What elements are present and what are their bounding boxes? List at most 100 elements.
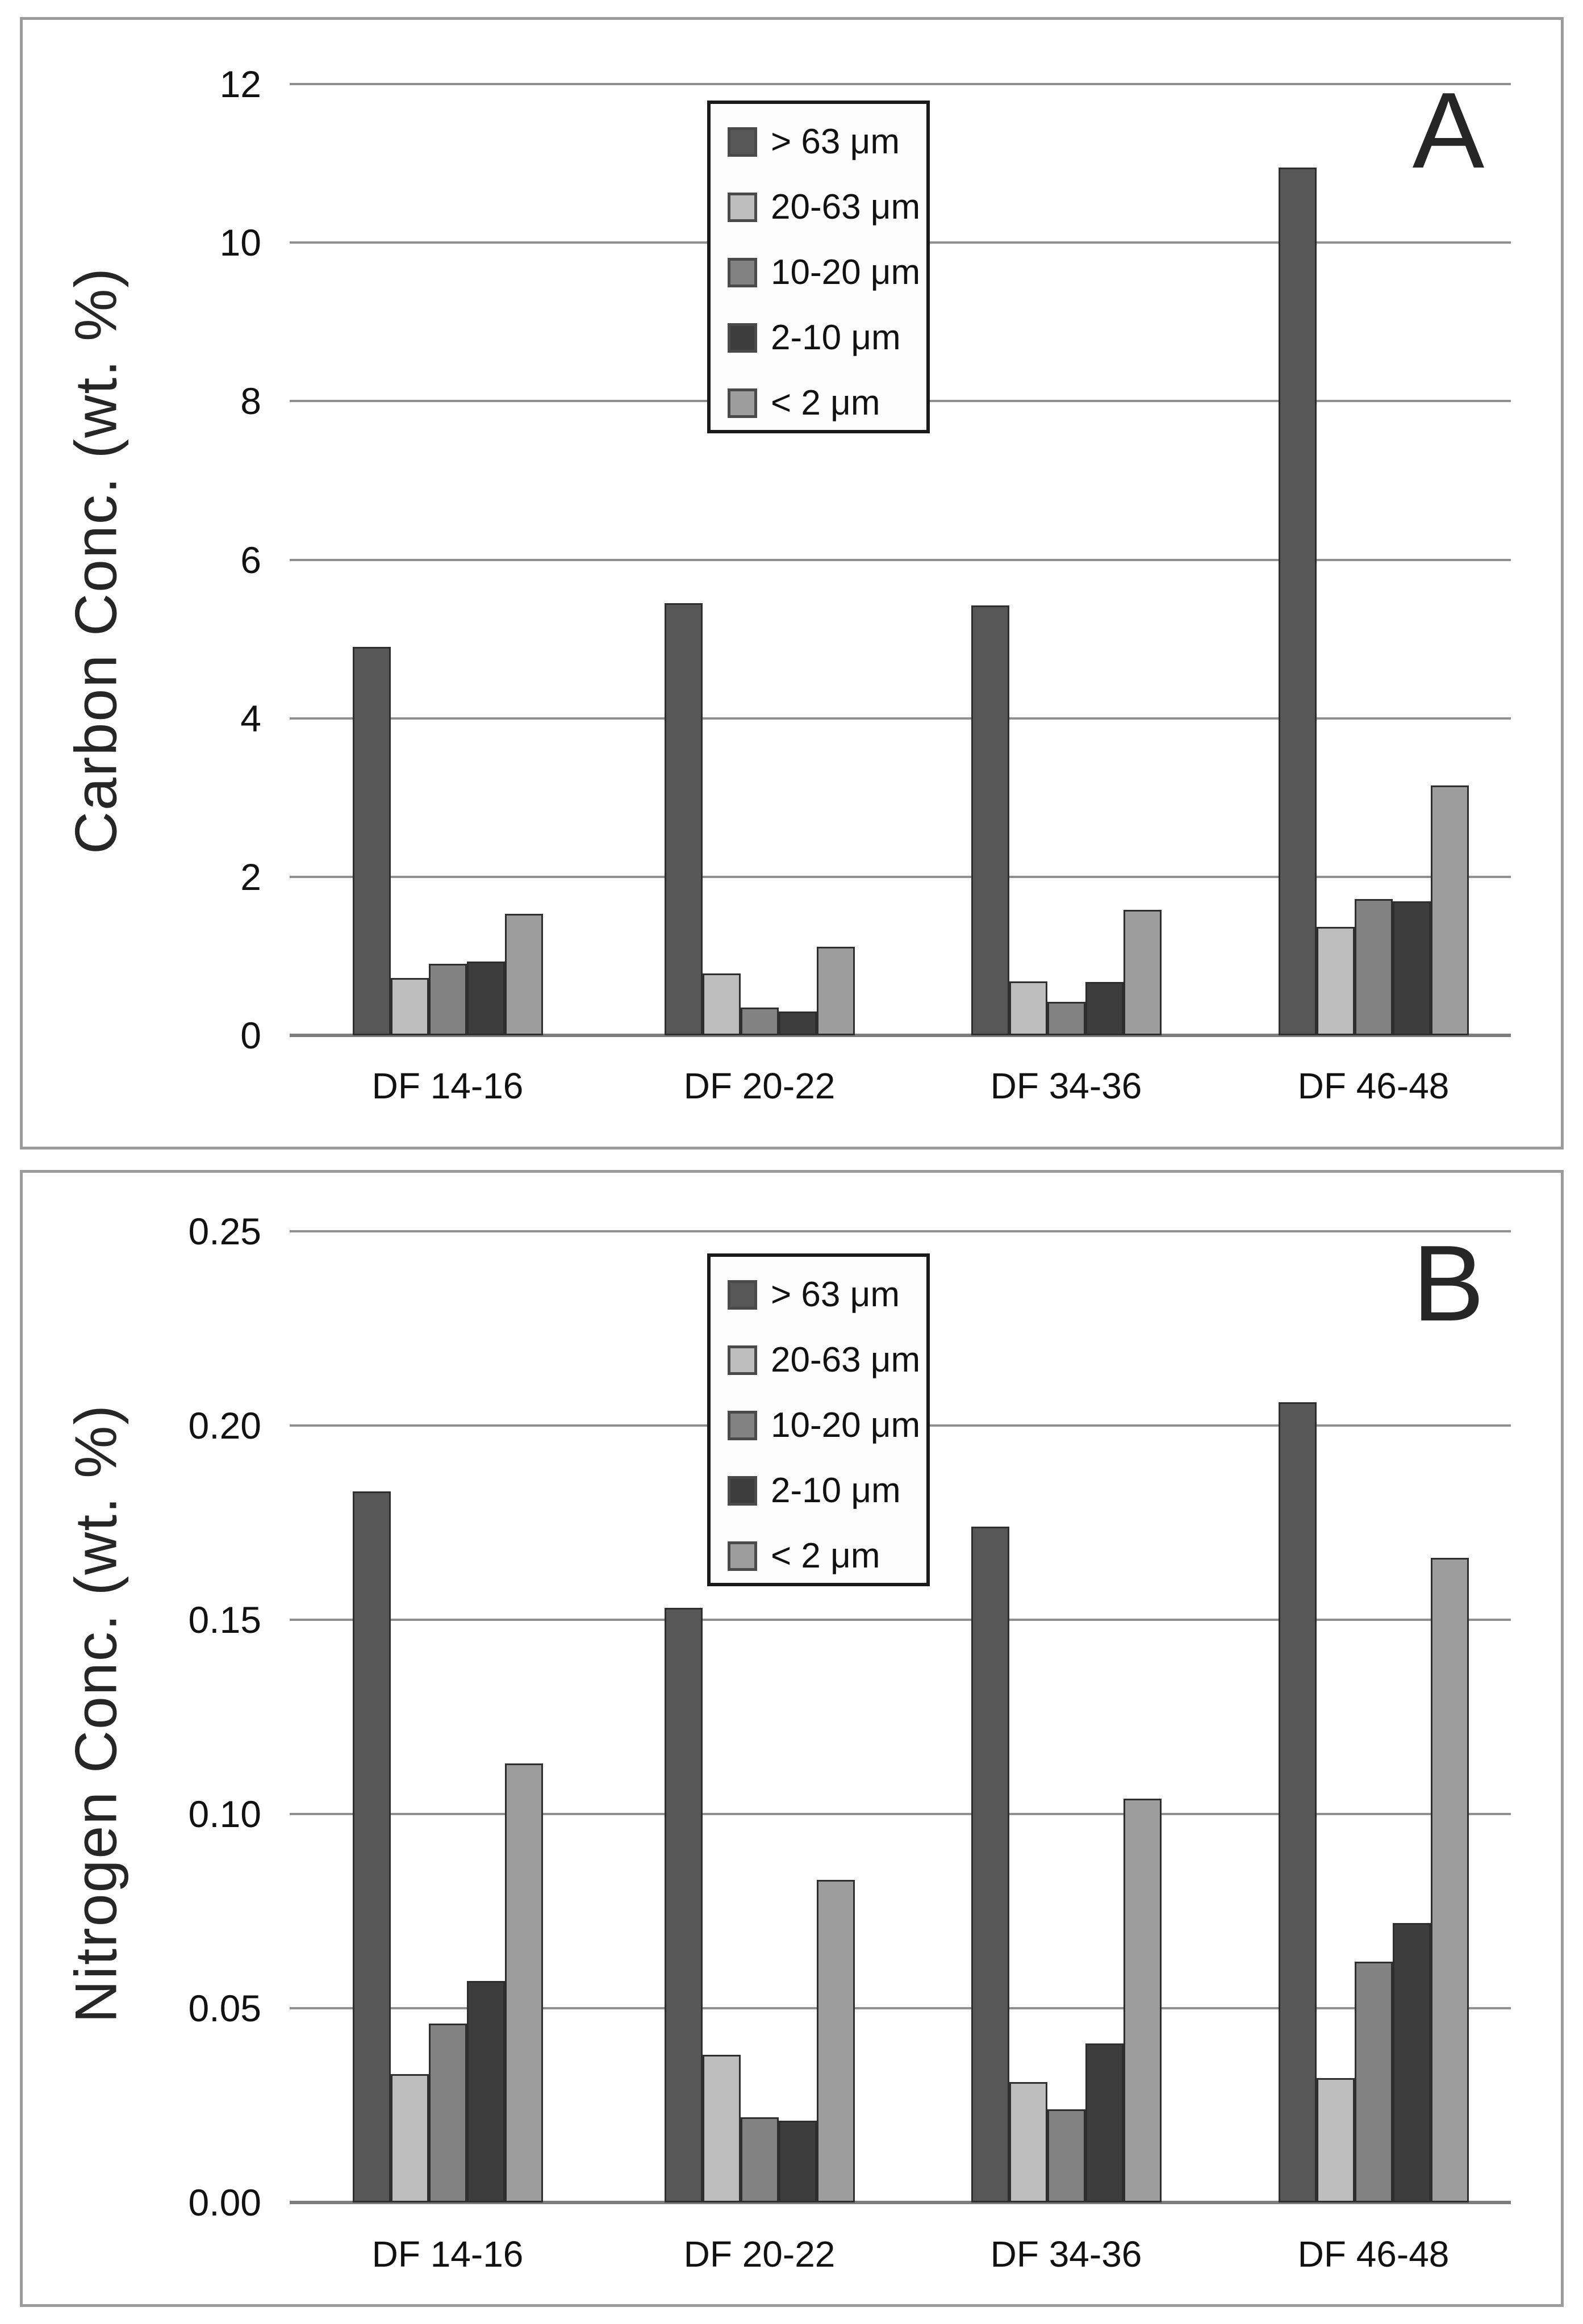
legend-swatch — [728, 1476, 757, 1506]
bar-2-10μm — [467, 1981, 505, 2202]
bar-10-20μm — [1047, 2109, 1085, 2202]
legend-swatch — [728, 1411, 757, 1440]
bar-<2μm — [1123, 910, 1162, 1035]
gridline — [290, 1230, 1511, 1232]
gridline — [290, 83, 1511, 85]
legend-item: 20-63 μm — [728, 1340, 920, 1380]
bar->63μm — [971, 1527, 1009, 2202]
legend-swatch — [728, 388, 757, 418]
bar-2-10μm — [779, 2121, 817, 2202]
bar-10-20μm — [429, 2024, 467, 2202]
y-axis-tick-label: 6 — [240, 538, 261, 581]
legend-label: < 2 μm — [771, 1536, 880, 1575]
gridline — [290, 1619, 1511, 1621]
bar-10-20μm — [1355, 899, 1393, 1035]
bar-20-63μm — [391, 2074, 429, 2202]
bar-20-63μm — [703, 2055, 741, 2202]
bar-20-63μm — [1317, 927, 1355, 1035]
bar-20-63μm — [1317, 2078, 1355, 2202]
y-axis-tick-label: 0.20 — [188, 1405, 261, 1447]
y-axis-tick-label: 10 — [219, 221, 261, 264]
y-axis-tick-label: 0.05 — [188, 1987, 261, 2029]
legend-item: < 2 μm — [728, 383, 880, 423]
panel-letter: A — [1412, 70, 1485, 191]
gridline — [290, 558, 1511, 561]
bar-10-20μm — [429, 964, 467, 1035]
panel-chart-carbon: Carbon Conc. (wt. %) A 0 2 4 6 8 10 12 DF 14-16… — [20, 17, 1564, 1150]
gridline — [290, 2007, 1511, 2009]
bar-<2μm — [1123, 1799, 1162, 2202]
legend-swatch — [728, 127, 757, 157]
legend-label: > 63 μm — [771, 1275, 900, 1314]
bar->63μm — [665, 1608, 703, 2202]
x-axis-line — [290, 1034, 1511, 1037]
y-axis-tick-label: 0.00 — [188, 2181, 261, 2223]
bar-2-10μm — [1085, 982, 1123, 1035]
bar-2-10μm — [1393, 1923, 1431, 2202]
legend-label: 10-20 μm — [771, 253, 921, 292]
legend-item: > 63 μm — [728, 1275, 900, 1315]
y-axis-tick-label: 0.15 — [188, 1599, 261, 1641]
bar-2-10μm — [1085, 2043, 1123, 2202]
legend-item: 2-10 μm — [728, 318, 901, 358]
legend-item: 10-20 μm — [728, 253, 920, 292]
x-axis-tick-label: DF 20-22 — [683, 2234, 836, 2275]
x-axis-tick-label: DF 46-48 — [1297, 1065, 1450, 1106]
legend-swatch — [728, 193, 757, 222]
bar-10-20μm — [741, 2117, 779, 2202]
legend-item: > 63 μm — [728, 122, 900, 162]
y-axis-tick-label: 0 — [240, 1014, 261, 1056]
bar->63μm — [353, 1491, 391, 2202]
legend-swatch — [728, 1345, 757, 1375]
plot-area: 0.00 0.05 0.10 0.15 0.20 0.25 DF 14-16 DF 20-22… — [23, 1173, 1561, 2304]
legend-label: 20-63 μm — [771, 1340, 921, 1380]
bar->63μm — [353, 647, 391, 1035]
bar-<2μm — [817, 947, 855, 1035]
x-axis-tick-label: DF 14-16 — [371, 1065, 524, 1106]
x-axis-tick-label: DF 14-16 — [371, 2234, 524, 2275]
legend-swatch — [728, 323, 757, 353]
legend-item: < 2 μm — [728, 1536, 880, 1576]
bar->63μm — [665, 603, 703, 1035]
y-axis-title: Nitrogen Conc. (wt. %) — [63, 1403, 130, 2024]
x-axis-tick-label: DF 34-36 — [990, 1065, 1142, 1106]
legend-swatch — [728, 1541, 757, 1571]
bar-10-20μm — [1047, 1002, 1085, 1035]
y-axis-tick-label: 0.10 — [188, 1793, 261, 1835]
gridline — [290, 1813, 1511, 1815]
bar-20-63μm — [1009, 981, 1047, 1035]
legend-box: > 63 μm 20-63 μm 10-20 μm 2-10 μm < 2 μm — [707, 1253, 930, 1586]
y-axis-tick-label: 4 — [240, 697, 261, 739]
bar-2-10μm — [1393, 901, 1431, 1035]
legend-label: > 63 μm — [771, 122, 900, 161]
x-axis-tick-label: DF 34-36 — [990, 2234, 1142, 2275]
bar-<2μm — [505, 1763, 543, 2202]
y-axis-tick-label: 12 — [219, 63, 261, 105]
y-axis-tick-label: 8 — [240, 380, 261, 423]
bar-10-20μm — [1355, 1962, 1393, 2202]
bar->63μm — [1279, 168, 1317, 1035]
legend-label: 20-63 μm — [771, 187, 921, 227]
x-axis-line — [290, 2201, 1511, 2204]
bar-20-63μm — [391, 978, 429, 1035]
legend-label: 2-10 μm — [771, 318, 901, 357]
bar-<2μm — [505, 914, 543, 1035]
legend-label: 10-20 μm — [771, 1406, 921, 1445]
legend-swatch — [728, 258, 757, 287]
bar->63μm — [971, 605, 1009, 1035]
legend-item: 20-63 μm — [728, 187, 920, 227]
bar-<2μm — [817, 1880, 855, 2202]
gridline — [290, 717, 1511, 720]
x-axis-tick-label: DF 46-48 — [1297, 2234, 1450, 2275]
legend-box: > 63 μm 20-63 μm 10-20 μm 2-10 μm < 2 μm — [707, 101, 930, 433]
legend-swatch — [728, 1280, 757, 1310]
bar-2-10μm — [467, 962, 505, 1035]
gridline — [290, 875, 1511, 878]
bar-20-63μm — [1009, 2082, 1047, 2202]
bar-10-20μm — [741, 1008, 779, 1035]
x-axis-tick-label: DF 20-22 — [683, 1065, 836, 1106]
legend-label: 2-10 μm — [771, 1471, 901, 1510]
legend-item: 10-20 μm — [728, 1406, 920, 1445]
bar-<2μm — [1431, 785, 1469, 1035]
bar-<2μm — [1431, 1558, 1469, 2202]
